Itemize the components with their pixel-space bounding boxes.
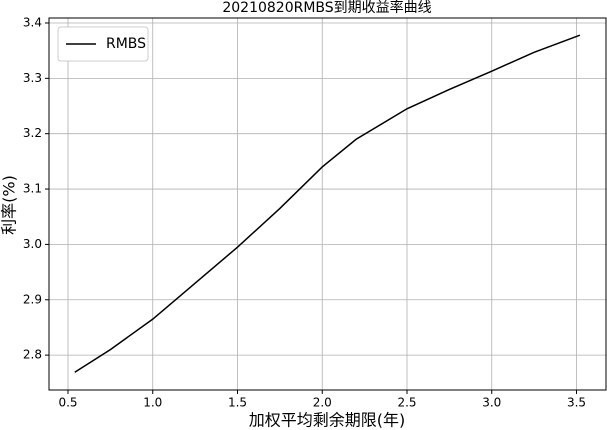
y-tick-label: 3.1 [23, 182, 42, 196]
x-tick-label: 3.0 [482, 396, 501, 410]
legend-label: RMBS [106, 36, 146, 52]
y-tick-label: 3.2 [23, 126, 42, 140]
legend-box [57, 26, 149, 62]
y-tick-label: 2.9 [23, 292, 42, 306]
y-tick-label: 3.3 [23, 71, 42, 85]
y-tick-label: 3.4 [23, 15, 42, 29]
x-axis-label: 加权平均剩余期限(年) [249, 411, 406, 430]
x-tick-label: 2.0 [313, 396, 332, 410]
x-tick-label: 2.5 [397, 396, 416, 410]
x-tick-label: 3.5 [567, 396, 586, 410]
y-axis-label: 利率(%) [0, 175, 19, 235]
line [74, 34, 581, 373]
x-tick-label: 0.5 [58, 396, 77, 410]
y-tick-label: 3.0 [23, 237, 42, 251]
x-tick-label: 1.5 [228, 396, 247, 410]
x-tick-label: 1.0 [143, 396, 162, 410]
y-tick-label: 2.8 [23, 348, 42, 362]
plot-frame [48, 17, 607, 391]
chart-title: 20210820RMBS到期收益率曲线 [222, 0, 431, 16]
